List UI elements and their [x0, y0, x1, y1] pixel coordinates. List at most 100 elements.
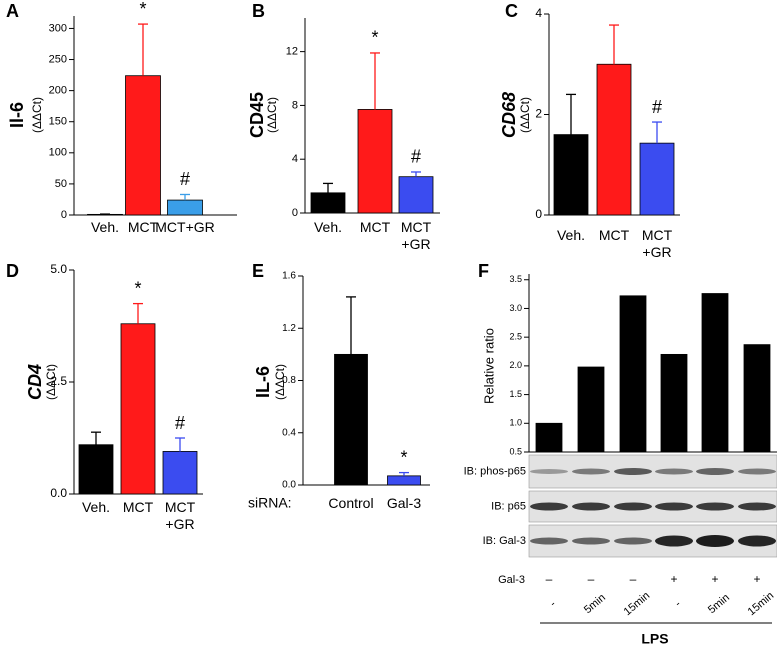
significance-mark: * — [400, 447, 407, 467]
bar — [619, 295, 647, 453]
blot-strip — [528, 454, 777, 489]
y-tick-label: 0.0 — [50, 486, 67, 500]
y-tick-label: 0 — [292, 207, 298, 219]
blot-band — [614, 537, 652, 545]
y-tick-label: 1.0 — [509, 418, 522, 428]
error-bar — [566, 93, 576, 135]
y-tick-label: 5.0 — [50, 262, 67, 276]
x-tick-label: MCT+GR — [155, 219, 215, 235]
x-tick-label-box: MCT +GR — [401, 219, 431, 252]
blot-band — [530, 469, 568, 474]
y-tick-label: 1.5 — [509, 389, 522, 399]
panel-letter: F — [478, 261, 489, 281]
y-tick-label: 2.5 — [50, 374, 67, 388]
blot-band — [572, 537, 610, 545]
x-tick-label-box: MCT +GR — [642, 227, 672, 260]
x-tick-label-box: MCT +GR — [164, 499, 196, 532]
y-axis-unit: (ΔΔCt) — [44, 364, 58, 400]
y-tick-label: 0 — [535, 207, 542, 221]
error-bar — [609, 24, 619, 65]
x-tick-label-box: Control — [328, 495, 373, 511]
y-axis-unit: (ΔΔCt) — [273, 364, 287, 400]
lps-time: 5min — [582, 592, 608, 617]
x-tick-label-box: Veh. — [556, 227, 586, 243]
error-bar — [133, 302, 143, 324]
y-tick-label: 4 — [535, 6, 542, 20]
blot-label: IB: Gal-3 — [483, 535, 526, 547]
blot-band — [530, 537, 568, 545]
blot-band — [655, 535, 693, 547]
blot-label: IB: p65 — [491, 500, 526, 512]
y-tick-label: 250 — [49, 53, 67, 65]
y-tick-label: 150 — [49, 116, 67, 128]
error-bar — [175, 437, 185, 452]
bar — [78, 444, 114, 495]
y-axis-label: Relative ratio — [481, 328, 496, 404]
gal3-sign: – — [630, 572, 637, 586]
y-tick-label: 50 — [55, 178, 67, 190]
x-tick-label-box: Gal-3 — [386, 495, 422, 511]
lps-time: - — [548, 598, 559, 610]
blot-band — [530, 502, 568, 511]
lps-label: LPS — [641, 631, 668, 647]
x-tick-label: Veh. — [81, 499, 111, 515]
y-tick-label: 2.0 — [509, 360, 522, 370]
y-tick-label: 0.4 — [282, 427, 296, 438]
panel-letter: B — [252, 1, 265, 21]
blot-band — [614, 502, 652, 511]
bar — [398, 176, 434, 214]
x-tick-label: MCT — [122, 499, 154, 515]
blot-band — [738, 535, 776, 547]
error-bar — [91, 431, 101, 445]
gal3-sign: + — [670, 572, 677, 586]
x-tick-label: Gal-3 — [386, 495, 422, 511]
x-tick-label-box: Veh. — [314, 219, 342, 235]
y-axis-label: IL-6 — [253, 366, 273, 398]
y-axis-unit: (ΔΔCt) — [518, 97, 532, 133]
significance-mark: # — [411, 147, 421, 167]
blot-strip — [528, 490, 777, 523]
gal3-sign: + — [753, 572, 760, 586]
x-tick-label: MCT — [598, 227, 630, 243]
bar — [701, 293, 729, 453]
y-axis-label: CD45 — [247, 92, 267, 138]
blot-band — [655, 502, 693, 511]
y-tick-label: 200 — [49, 85, 67, 97]
error-bar — [652, 121, 662, 144]
bar — [743, 344, 771, 453]
x-tick-label: MCT +GR — [164, 499, 196, 532]
error-bar — [323, 182, 333, 193]
blot-band — [572, 502, 610, 511]
gal3-sign: – — [546, 572, 553, 586]
lps-time: - — [673, 598, 684, 610]
gal3-sign: – — [588, 572, 595, 586]
x-tick-label-box: Veh. — [91, 219, 119, 235]
significance-mark: # — [180, 169, 190, 189]
blot-band — [696, 535, 734, 547]
x-tick-label-box: Veh. — [81, 499, 111, 515]
y-tick-label: 1.2 — [282, 323, 296, 334]
significance-mark: # — [652, 97, 662, 117]
bar — [167, 199, 203, 216]
y-tick-label: 100 — [49, 147, 67, 159]
blot-strip — [528, 524, 777, 558]
x-tick-label: MCT — [127, 219, 159, 235]
y-tick-label: 0.8 — [282, 375, 296, 386]
significance-mark: * — [371, 28, 378, 48]
bar — [357, 109, 393, 214]
y-tick-label: 0.5 — [509, 446, 522, 456]
bar — [120, 323, 156, 495]
y-tick-label: 8 — [292, 99, 298, 111]
bar — [596, 63, 632, 216]
y-tick-label: 1.6 — [282, 271, 296, 282]
blot-label: IB: phos-p65 — [464, 465, 526, 477]
y-axis-unit: (ΔΔCt) — [30, 97, 44, 133]
x-tick-label: Veh. — [556, 227, 586, 243]
blot-band — [738, 468, 776, 475]
blot-band — [614, 468, 652, 475]
x-tick-label-box: MCT — [127, 219, 159, 235]
gal3-sign: + — [711, 572, 718, 586]
panel-letter: E — [252, 261, 264, 281]
